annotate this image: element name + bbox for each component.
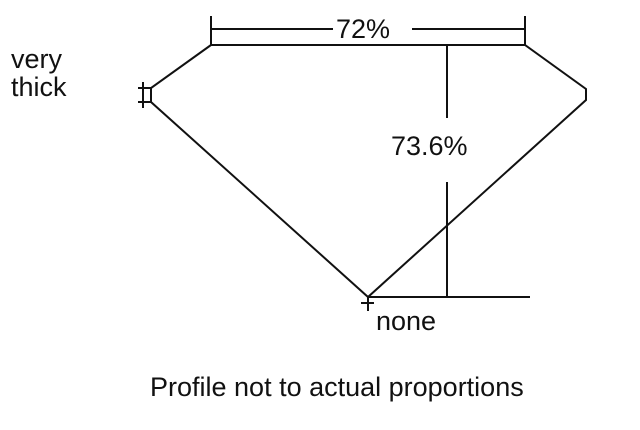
girdle-label-line2: thick bbox=[11, 72, 67, 102]
culet-label: none bbox=[376, 306, 437, 336]
caption: Profile not to actual proportions bbox=[150, 372, 524, 402]
girdle-label-line1: very bbox=[11, 44, 63, 74]
depth-percentage-label: 73.6% bbox=[391, 131, 468, 161]
diamond-outline bbox=[150, 44, 587, 299]
table-percentage-label: 72% bbox=[336, 14, 391, 44]
culet-marker-icon bbox=[361, 297, 374, 311]
girdle-marker-icon bbox=[138, 82, 151, 108]
